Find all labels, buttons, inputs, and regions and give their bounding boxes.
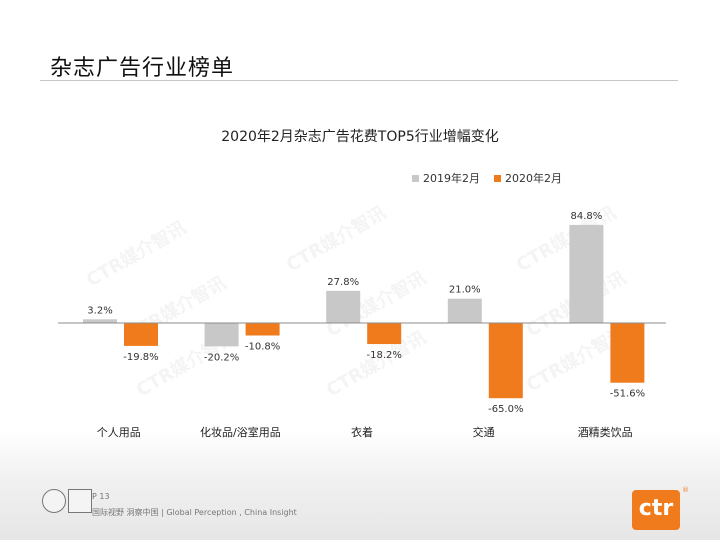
legend-item-2020: 2020年2月 bbox=[494, 170, 562, 186]
legend-swatch-2020 bbox=[494, 174, 501, 182]
bar-2020-0 bbox=[124, 323, 158, 346]
category-label-2: 衣着 bbox=[351, 425, 373, 439]
page-number: P 13 bbox=[92, 492, 110, 501]
ctr-logo: ctr bbox=[632, 490, 680, 530]
category-label-3: 交通 bbox=[473, 425, 495, 439]
bar-2019-1 bbox=[204, 323, 239, 347]
chart-legend: 2019年2月 2020年2月 bbox=[412, 170, 562, 186]
data-label-2019-0: 3.2% bbox=[87, 305, 112, 316]
category-label-0: 个人用品 bbox=[97, 426, 141, 439]
legend-item-2019: 2019年2月 bbox=[412, 170, 480, 186]
certification-seal-icon bbox=[42, 489, 66, 513]
title-divider bbox=[40, 80, 678, 81]
chart-title: 2020年2月杂志广告花费TOP5行业增幅变化 bbox=[221, 129, 499, 145]
data-label-2020-0: -19.8% bbox=[123, 352, 158, 363]
quality-mark-icon bbox=[68, 489, 92, 513]
data-label-2020-2: -18.2% bbox=[367, 350, 402, 361]
data-label-2019-1: -20.2% bbox=[204, 352, 239, 363]
bar-2019-2 bbox=[326, 290, 361, 323]
bar-2019-0 bbox=[83, 319, 117, 323]
footer-tagline: 国际视野 洞察中国 | Global Perception , China In… bbox=[92, 508, 297, 517]
page-title: 杂志广告行业榜单 bbox=[50, 56, 235, 81]
bar-2020-1 bbox=[245, 323, 280, 336]
bar-2020-4 bbox=[610, 323, 645, 383]
bar-2019-4 bbox=[569, 224, 604, 323]
data-label-2020-4: -51.6% bbox=[610, 389, 645, 400]
category-label-4: 酒精类饮品 bbox=[578, 425, 633, 439]
legend-swatch-2019 bbox=[412, 174, 419, 182]
data-label-2019-4: 84.8% bbox=[571, 211, 603, 222]
data-label-2019-2: 27.8% bbox=[327, 277, 359, 288]
logo-registered-mark: ® bbox=[682, 486, 689, 494]
legend-label-2020: 2020年2月 bbox=[505, 172, 562, 185]
footer-background bbox=[0, 430, 720, 540]
bar-2019-3 bbox=[447, 298, 482, 323]
legend-label-2019: 2019年2月 bbox=[423, 172, 480, 185]
data-label-2019-3: 21.0% bbox=[449, 285, 481, 296]
bar-2020-3 bbox=[488, 323, 523, 399]
data-label-2020-1: -10.8% bbox=[245, 341, 280, 352]
data-label-2020-3: -65.0% bbox=[488, 404, 523, 415]
category-label-1: 化妆品/浴室用品 bbox=[200, 425, 281, 439]
bar-2020-2 bbox=[367, 323, 402, 345]
